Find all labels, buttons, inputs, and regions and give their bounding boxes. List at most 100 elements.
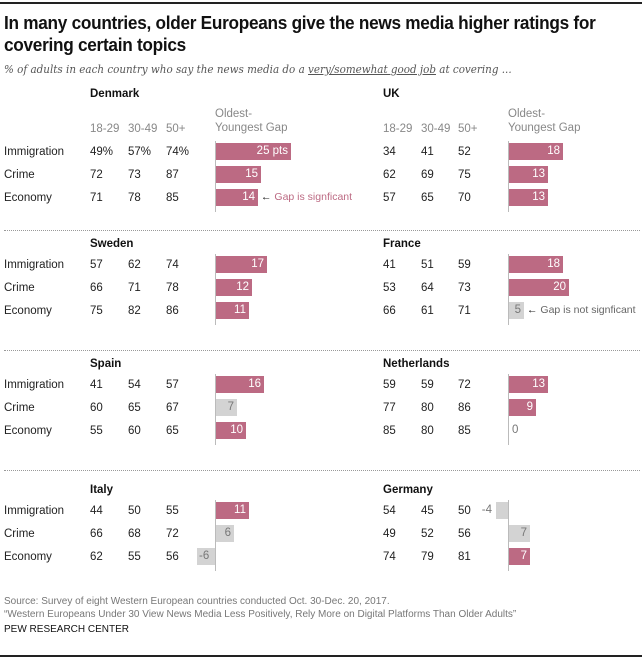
country-name: UK xyxy=(383,88,400,100)
cell-value: 57 xyxy=(90,259,103,271)
gap-value-label: 13 xyxy=(532,378,545,390)
cell-value: 55 xyxy=(166,505,179,517)
separator xyxy=(4,470,640,471)
cell-value: 74 xyxy=(383,551,396,563)
gap-value-label: 5 xyxy=(514,304,521,316)
country-name: Denmark xyxy=(90,88,140,100)
cell-value: 78 xyxy=(128,192,141,204)
cell-value: 57% xyxy=(128,146,152,158)
cell-value: 66 xyxy=(90,282,103,294)
gap-value-label: 7 xyxy=(520,527,527,539)
annotation-text: Gap is not signficant xyxy=(540,304,636,316)
cell-value: 72 xyxy=(166,528,179,540)
country-name: Italy xyxy=(90,484,114,496)
cell-value: 66 xyxy=(90,528,103,540)
zero-axis xyxy=(215,254,216,325)
cell-value: 52 xyxy=(421,528,434,540)
cell-value: 87 xyxy=(166,169,179,181)
gap-bar-significant xyxy=(509,399,536,416)
annotation: ← Gap is signficant xyxy=(261,189,352,206)
subtitle-suffix: at covering ... xyxy=(435,62,512,76)
row-label: Economy xyxy=(4,192,52,204)
cell-value: 72 xyxy=(90,169,103,181)
gap-value-label: 12 xyxy=(236,281,249,293)
gap-bar-significant xyxy=(216,376,264,393)
gap-value-label: 7 xyxy=(520,550,527,562)
separator xyxy=(4,350,640,351)
country-name: Spain xyxy=(90,358,122,370)
gap-bar-not-significant xyxy=(216,399,237,416)
column-header: 30-49 xyxy=(128,123,158,135)
gap-value-label: 18 xyxy=(547,145,560,157)
gap-bar-significant xyxy=(216,143,291,160)
cell-value: 65 xyxy=(166,425,179,437)
zero-axis xyxy=(508,374,509,445)
cell-value: 80 xyxy=(421,402,434,414)
cell-value: 54 xyxy=(128,379,141,391)
cell-value: 62 xyxy=(128,259,141,271)
gap-value-label: -6 xyxy=(199,550,210,562)
cell-value: 41 xyxy=(421,146,434,158)
gap-value-label: 14 xyxy=(242,191,255,203)
row-label: Crime xyxy=(4,528,35,540)
separator xyxy=(4,230,640,231)
gap-value-label: -4 xyxy=(481,504,492,516)
cell-value: 50 xyxy=(458,505,471,517)
gap-header-line1: Oldest- xyxy=(508,108,546,120)
gap-bar-significant xyxy=(509,279,569,296)
gap-value-label: 17 xyxy=(251,258,264,270)
cell-value: 60 xyxy=(128,425,141,437)
cell-value: 60 xyxy=(90,402,103,414)
cell-value: 62 xyxy=(383,169,396,181)
cell-value: 71 xyxy=(90,192,103,204)
cell-value: 78 xyxy=(166,282,179,294)
row-label: Immigration xyxy=(4,259,65,271)
gap-value-label: 18 xyxy=(547,258,560,270)
cell-value: 53 xyxy=(383,282,396,294)
row-label: Immigration xyxy=(4,146,65,158)
row-label: Economy xyxy=(4,305,52,317)
zero-axis xyxy=(508,141,509,212)
cell-value: 77 xyxy=(383,402,396,414)
gap-bar-significant xyxy=(509,143,563,160)
row-label: Immigration xyxy=(4,379,65,391)
country-name: Germany xyxy=(383,484,433,496)
cell-value: 86 xyxy=(458,402,471,414)
subtitle-emphasis: very/somewhat good job xyxy=(308,62,436,76)
cell-value: 41 xyxy=(383,259,396,271)
country-name: Netherlands xyxy=(383,358,450,370)
cell-value: 56 xyxy=(458,528,471,540)
cell-value: 72 xyxy=(458,379,471,391)
gap-bar-significant xyxy=(509,189,548,206)
cell-value: 45 xyxy=(421,505,434,517)
chart-title: In many countries, older Europeans give … xyxy=(4,12,596,55)
bottom-rule xyxy=(0,655,642,657)
gap-value-label: 11 xyxy=(234,504,246,516)
arrow-left-icon: ← xyxy=(527,304,541,316)
gap-bar-significant xyxy=(509,548,530,565)
gap-header: Oldest- Youngest Gap xyxy=(215,107,287,135)
cell-value: 59 xyxy=(458,259,471,271)
annotation: ← Gap is not signficant xyxy=(527,302,636,319)
zero-axis xyxy=(215,500,216,571)
gap-bar-not-significant xyxy=(216,525,234,542)
gap-value-label: 9 xyxy=(526,401,533,413)
cell-value: 85 xyxy=(458,425,471,437)
gap-bar-not-significant xyxy=(509,302,524,319)
cell-value: 56 xyxy=(166,551,179,563)
row-label: Crime xyxy=(4,402,35,414)
cell-value: 49 xyxy=(383,528,396,540)
cell-value: 81 xyxy=(458,551,471,563)
gap-value-label: 25 pts xyxy=(256,145,288,157)
gap-bar-significant xyxy=(216,302,249,319)
gap-header-line1: Oldest- xyxy=(215,108,253,120)
gap-bar-significant xyxy=(216,166,261,183)
cell-value: 74% xyxy=(166,146,190,158)
gap-value-label: 6 xyxy=(224,527,231,539)
brand-logo-text: PEW RESEARCH CENTER xyxy=(4,624,130,635)
cell-value: 71 xyxy=(458,305,471,317)
cell-value: 49% xyxy=(90,146,114,158)
source-note: Source: Survey of eight Western European… xyxy=(4,596,390,607)
gap-bar-significant xyxy=(216,256,267,273)
zero-axis xyxy=(508,500,509,571)
